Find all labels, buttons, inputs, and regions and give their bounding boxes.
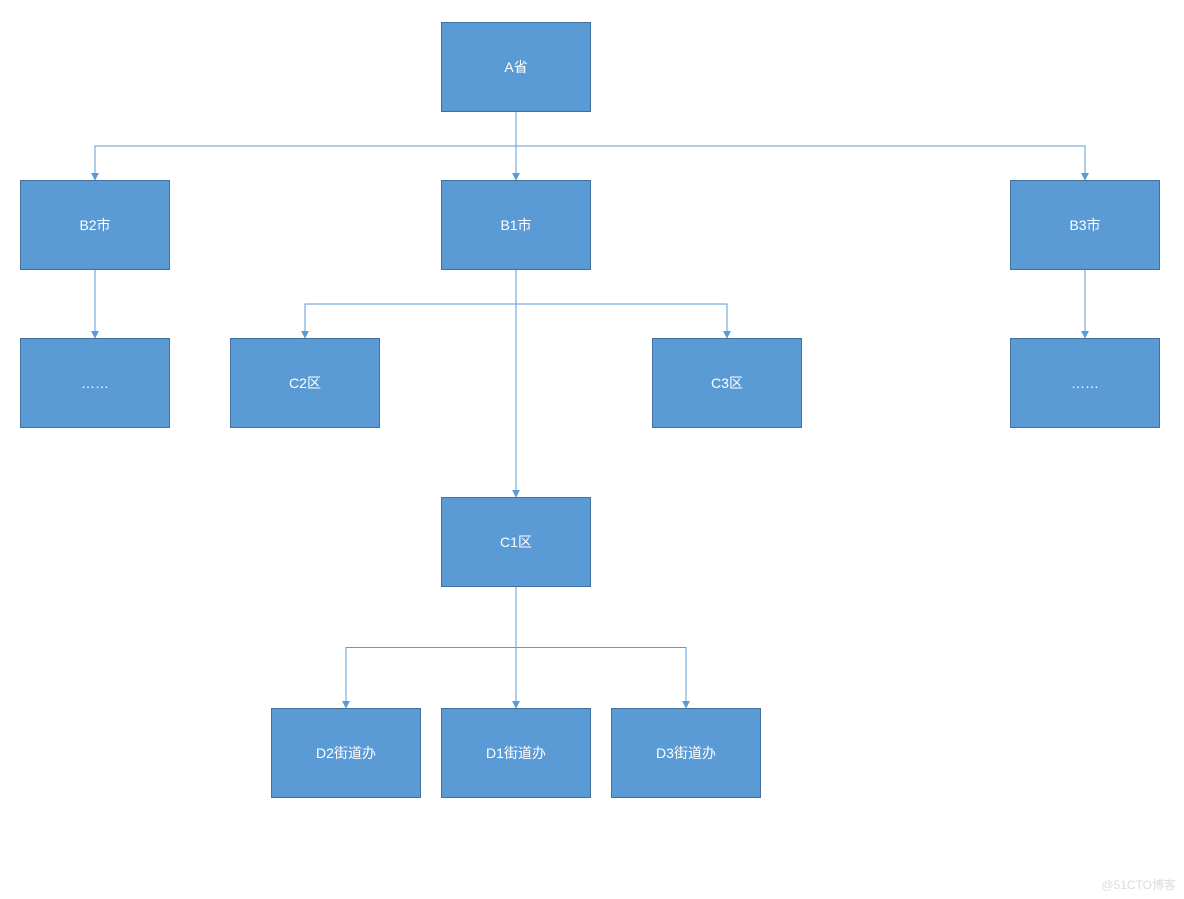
edges-layer — [0, 0, 1184, 899]
edge-B1-C2 — [305, 270, 516, 338]
node-C1: C1区 — [441, 497, 591, 587]
node-C3: C3区 — [652, 338, 802, 428]
watermark: @51CTO博客 — [1101, 876, 1176, 893]
node-D1: D1街道办 — [441, 708, 591, 798]
node-D3: D3街道办 — [611, 708, 761, 798]
node-B1: B1市 — [441, 180, 591, 270]
diagram-canvas: A省B2市B1市B3市……C2区C3区……C1区D2街道办D1街道办D3街道办 … — [0, 0, 1184, 899]
edge-B1-C3 — [516, 270, 727, 338]
edge-C1-D3 — [516, 587, 686, 708]
node-D2: D2街道办 — [271, 708, 421, 798]
node-C2: C2区 — [230, 338, 380, 428]
edge-A-B2 — [95, 112, 516, 180]
node-B2e: …… — [20, 338, 170, 428]
node-B3e: …… — [1010, 338, 1160, 428]
node-A: A省 — [441, 22, 591, 112]
edge-C1-D2 — [346, 587, 516, 708]
edge-A-B3 — [516, 112, 1085, 180]
node-B2: B2市 — [20, 180, 170, 270]
node-B3: B3市 — [1010, 180, 1160, 270]
